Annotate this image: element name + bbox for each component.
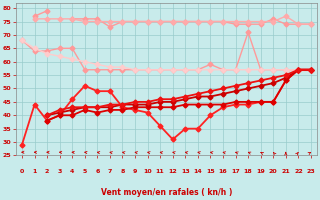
X-axis label: Vent moyen/en rafales ( kn/h ): Vent moyen/en rafales ( kn/h ) xyxy=(101,188,232,197)
